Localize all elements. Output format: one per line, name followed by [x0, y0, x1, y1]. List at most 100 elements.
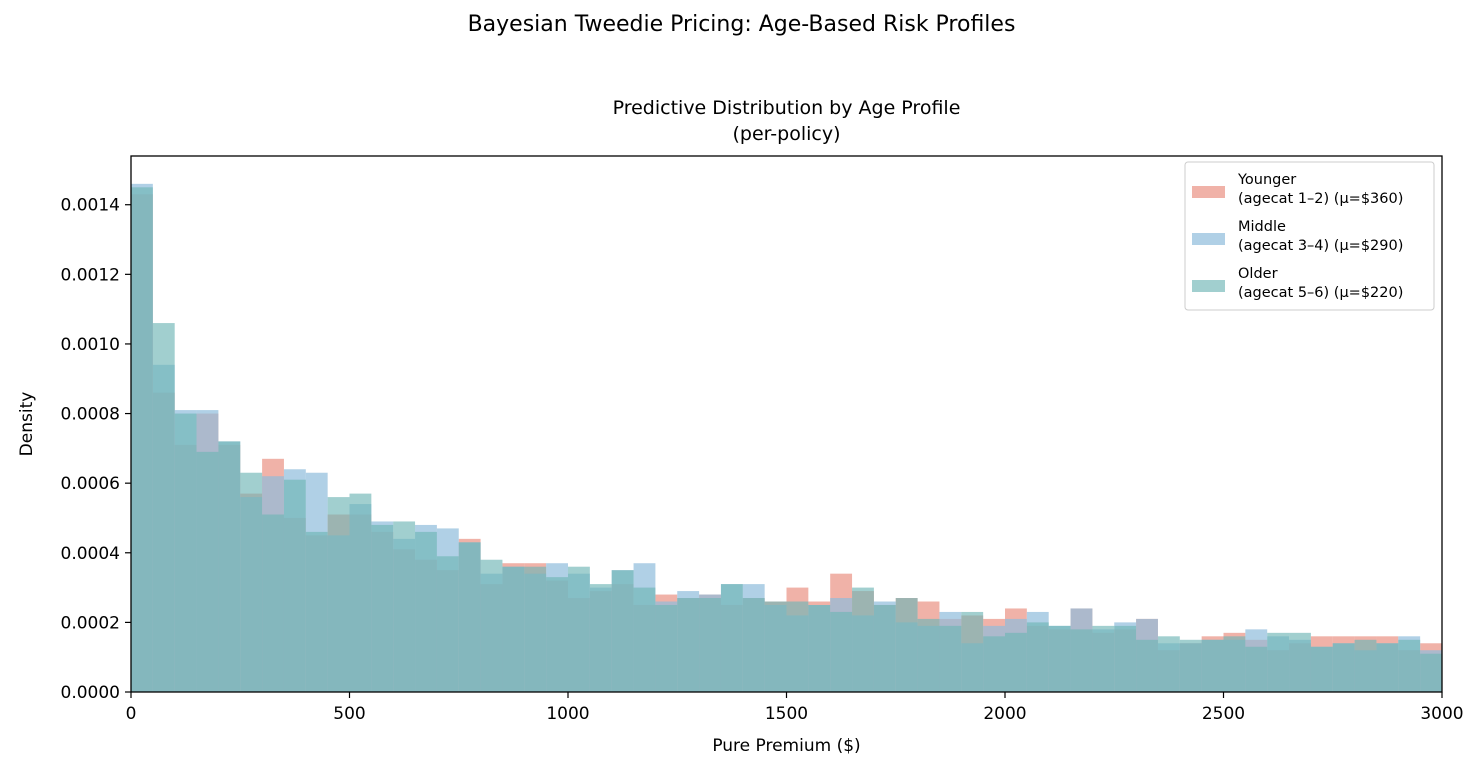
- y-tick-label: 0.0004: [61, 544, 120, 564]
- histogram-bar: [218, 441, 241, 692]
- histogram-bar: [196, 451, 219, 692]
- histogram-bar: [1048, 625, 1071, 692]
- histogram-bar: [1354, 639, 1377, 692]
- legend-box: [1184, 161, 1435, 311]
- histogram-bar: [371, 524, 394, 692]
- histogram-bar: [830, 611, 853, 692]
- histogram-bar: [961, 611, 984, 692]
- legend-label: Middle: [1238, 219, 1286, 235]
- histogram-bar: [1136, 639, 1158, 692]
- histogram-bar: [939, 625, 962, 692]
- histogram-bar: [655, 604, 678, 692]
- histogram-bar: [808, 604, 831, 692]
- histogram-bar: [1376, 643, 1399, 692]
- histogram-bar: [742, 598, 765, 692]
- chart-title-line-2: (per-policy): [732, 123, 841, 145]
- histogram-bar: [524, 566, 547, 692]
- histogram-bar: [677, 598, 700, 692]
- y-tick-label: 0.0010: [61, 335, 120, 355]
- histogram-bar: [633, 587, 656, 692]
- y-tick-label: 0.0012: [61, 265, 120, 285]
- histogram-bar: [131, 187, 153, 692]
- histogram-bar: [1201, 639, 1224, 692]
- legend: Younger (agecat 1–2) (μ=$360) Middle (ageca…: [1184, 161, 1435, 311]
- x-tick-label: 2000: [983, 704, 1026, 724]
- histogram-bar: [1114, 625, 1137, 692]
- histogram-bar: [589, 584, 612, 692]
- histogram-bar: [240, 472, 263, 692]
- histogram-bar: [415, 531, 437, 692]
- histogram-bar: [1179, 639, 1202, 692]
- x-tick-label: 1500: [765, 704, 808, 724]
- x-tick-label: 1000: [546, 704, 589, 724]
- histogram-bar: [349, 493, 372, 692]
- histogram-bar: [327, 497, 350, 692]
- histogram-bar: [262, 514, 284, 692]
- histogram-bar: [1157, 636, 1180, 692]
- legend-item: Older (agecat 5–6) (μ=$220): [1192, 266, 1403, 301]
- histogram-bar: [764, 601, 787, 692]
- histogram-bar: [1005, 632, 1027, 692]
- legend-label: (agecat 3–4) (μ=$290): [1238, 238, 1403, 254]
- chart-title: Predictive Distribution by Age Profile (…: [131, 95, 1442, 147]
- histogram-bar: [917, 618, 940, 692]
- y-tick-label: 0.0000: [61, 683, 120, 703]
- histogram-bar: [174, 413, 197, 692]
- histogram-bar: [895, 598, 918, 692]
- histogram-bar: [1267, 632, 1290, 692]
- histogram-bar: [1289, 632, 1311, 692]
- x-tick-label: 2500: [1202, 704, 1245, 724]
- x-axis-label: Pure Premium ($): [712, 736, 860, 756]
- y-tick-label: 0.0006: [61, 474, 120, 494]
- histogram-bar: [568, 566, 590, 692]
- histogram-bar: [611, 570, 634, 692]
- y-tick-label: 0.0002: [61, 613, 120, 633]
- histogram-bar: [1420, 653, 1442, 692]
- legend-label: Older: [1238, 266, 1278, 282]
- histogram-bar: [720, 584, 743, 692]
- legend-label: Younger: [1237, 172, 1296, 188]
- legend-item: Middle (agecat 3–4) (μ=$290): [1192, 219, 1403, 254]
- histogram-bar: [283, 479, 306, 692]
- histogram-bar: [1092, 625, 1115, 692]
- series-3: [131, 187, 1442, 692]
- figure-suptitle: Bayesian Tweedie Pricing: Age-Based Risk…: [467, 12, 1016, 37]
- histogram-bar: [1070, 629, 1093, 692]
- histogram-bar: [152, 323, 175, 692]
- histogram-bar: [786, 601, 809, 692]
- histogram-bar: [305, 531, 328, 692]
- chart-title-line-1: Predictive Distribution by Age Profile: [612, 97, 961, 119]
- legend-label: (agecat 1–2) (μ=$360): [1238, 191, 1403, 207]
- histogram-bar: [1245, 646, 1268, 692]
- histogram-bar: [1332, 643, 1355, 692]
- histogram-bar: [480, 559, 503, 692]
- histogram-bar: [873, 604, 896, 692]
- histogram-bar: [699, 598, 721, 692]
- x-tick-label: 500: [333, 704, 365, 724]
- histogram-bar: [1223, 636, 1246, 692]
- histogram-bar: [436, 556, 459, 692]
- histogram-bar: [546, 577, 568, 692]
- histogram-bar: [502, 566, 525, 692]
- y-axis-ticks: 0.0000 0.0002 0.0004 0.0006 0.0008 0.0010 0.00…: [61, 196, 131, 703]
- histogram-bar: [983, 636, 1005, 692]
- x-axis-ticks: 0 500 1000 1500 2000 2500 3000: [126, 692, 1464, 724]
- histogram-bar: [1310, 646, 1333, 692]
- y-axis-label: Density: [17, 392, 37, 457]
- legend-swatch: [1192, 186, 1225, 198]
- x-tick-label: 3000: [1420, 704, 1463, 724]
- legend-swatch: [1192, 280, 1225, 292]
- histogram-bar: [852, 587, 874, 692]
- legend-item: Younger (agecat 1–2) (μ=$360): [1192, 172, 1403, 207]
- legend-swatch: [1192, 233, 1225, 245]
- histogram-bar: [1026, 622, 1049, 692]
- histogram-bar: [1398, 639, 1421, 692]
- y-tick-label: 0.0014: [61, 196, 120, 216]
- histogram-bar: [393, 521, 416, 692]
- histogram-bars: [131, 183, 1442, 693]
- x-tick-label: 0: [126, 704, 137, 724]
- legend-label: (agecat 5–6) (μ=$220): [1238, 285, 1403, 301]
- y-tick-label: 0.0008: [61, 405, 120, 425]
- histogram-bar: [458, 542, 481, 692]
